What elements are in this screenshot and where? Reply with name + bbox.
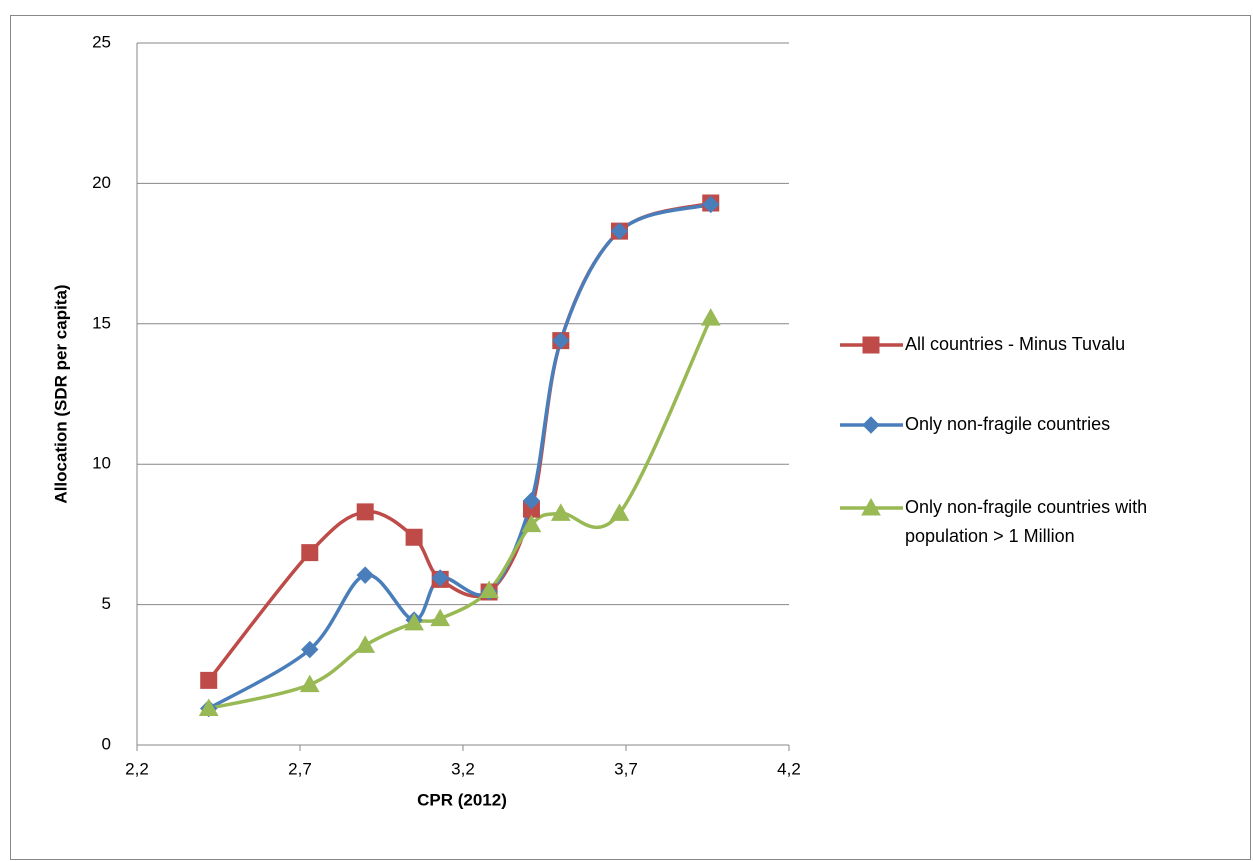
marker bbox=[702, 195, 720, 214]
marker bbox=[200, 671, 218, 689]
marker bbox=[301, 544, 319, 562]
marker bbox=[862, 416, 880, 434]
marker bbox=[479, 580, 499, 599]
marker bbox=[301, 640, 319, 659]
x-tick-label: 2,7 bbox=[288, 759, 312, 778]
marker bbox=[430, 608, 451, 627]
marker bbox=[862, 336, 880, 354]
legend-label: Only non-fragile countries bbox=[905, 414, 1111, 434]
chart-frame bbox=[10, 15, 1251, 860]
y-tick-label: 10 bbox=[92, 454, 111, 473]
marker bbox=[861, 497, 881, 516]
y-tick-label: 20 bbox=[92, 173, 111, 192]
x-tick-label: 4,2 bbox=[777, 759, 801, 778]
marker bbox=[356, 503, 374, 521]
y-axis-title: Allocation (SDR per capita) bbox=[51, 284, 70, 503]
marker bbox=[552, 331, 570, 350]
marker bbox=[610, 222, 629, 240]
marker bbox=[198, 698, 219, 716]
x-tick-label: 3,7 bbox=[614, 759, 638, 778]
y-tick-label: 15 bbox=[92, 313, 111, 332]
y-tick-label: 0 bbox=[102, 734, 111, 753]
marker bbox=[355, 635, 376, 653]
x-tick-label: 2,2 bbox=[125, 759, 149, 778]
marker bbox=[609, 503, 630, 521]
marker bbox=[404, 612, 424, 631]
series-line bbox=[208, 317, 713, 711]
marker bbox=[550, 503, 571, 521]
marker bbox=[521, 514, 542, 533]
x-tick-label: 3,2 bbox=[451, 759, 475, 778]
marker bbox=[299, 674, 320, 693]
marker bbox=[356, 566, 374, 584]
marker bbox=[522, 491, 541, 510]
series-line bbox=[207, 202, 712, 711]
marker bbox=[700, 308, 721, 326]
x-axis-title: CPR (2012) bbox=[417, 790, 507, 809]
marker bbox=[405, 528, 423, 546]
legend-label: Only non-fragile countries with populati… bbox=[905, 497, 1148, 546]
y-tick-label: 5 bbox=[102, 594, 111, 613]
marker bbox=[431, 569, 449, 587]
legend-label: All countries - Minus Tuvalu bbox=[905, 334, 1126, 354]
y-tick-label: 25 bbox=[92, 32, 111, 51]
